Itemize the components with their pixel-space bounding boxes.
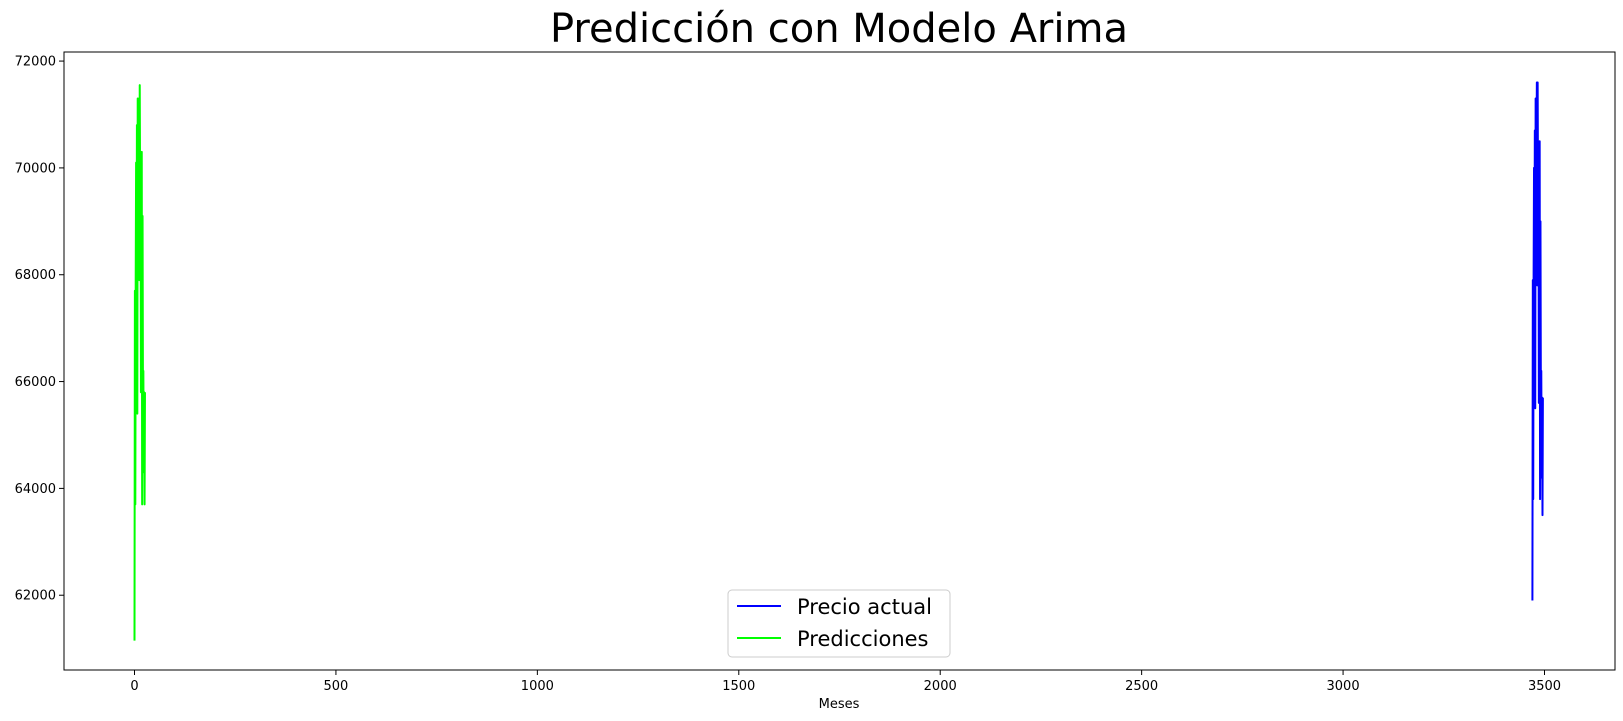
x-axis-ticks: 0 500 1000 1500 2000 2500 3000 3500 [130, 670, 1561, 694]
plot-lines [133, 81, 1544, 641]
x-tick-label: 1000 [521, 679, 554, 694]
legend: Precio actual Predicciones [727, 589, 951, 658]
x-axis-label: Meses [819, 697, 860, 712]
legend-label-predicciones: Predicciones [797, 627, 929, 651]
chart-title: Predicción con Modelo Arima [550, 6, 1128, 52]
x-tick-label: 2500 [1125, 679, 1158, 694]
legend-label-precio-actual: Precio actual [797, 595, 932, 619]
y-tick-label: 70000 [15, 161, 56, 176]
legend-frame [727, 589, 951, 658]
x-tick-label: 3500 [1528, 679, 1561, 694]
y-tick-label: 72000 [15, 55, 56, 70]
x-tick-label: 2000 [924, 679, 957, 694]
x-tick-label: 500 [324, 679, 349, 694]
y-tick-label: 68000 [15, 268, 56, 283]
series-line-precio-actual [1531, 81, 1544, 601]
y-axis-ticks: 62000 64000 66000 68000 70000 72000 [15, 55, 64, 604]
y-tick-label: 62000 [15, 589, 56, 604]
x-tick-label: 0 [130, 679, 138, 694]
plot-frame [63, 51, 1616, 671]
y-tick-label: 66000 [15, 375, 56, 390]
series-line-predicciones [133, 84, 146, 641]
x-tick-label: 3000 [1327, 679, 1360, 694]
y-tick-label: 64000 [15, 482, 56, 497]
x-tick-label: 1500 [722, 679, 755, 694]
